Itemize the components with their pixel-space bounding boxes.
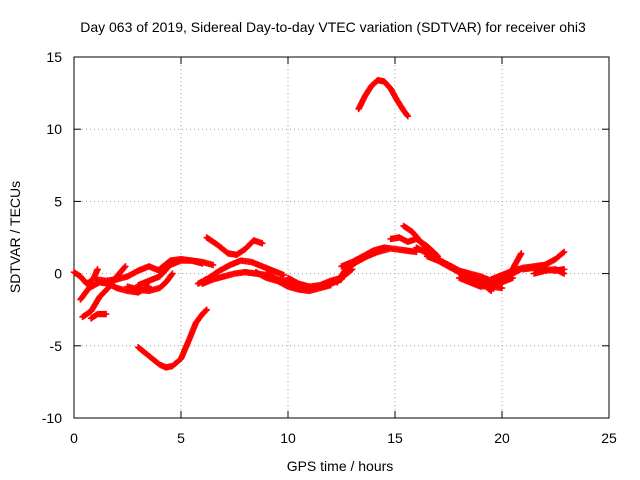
y-axis-label: SDTVAR / TECUs	[7, 181, 23, 293]
series-arc-10	[203, 234, 266, 259]
y-tick-label: -5	[50, 338, 63, 354]
chart-title: Day 063 of 2019, Sidereal Day-to-day VTE…	[80, 19, 586, 35]
data-point	[280, 271, 287, 279]
x-axis-label: GPS time / hours	[287, 458, 394, 474]
data-point	[102, 310, 110, 318]
data-point	[403, 111, 411, 119]
series-arc-17	[338, 244, 420, 270]
data-point	[560, 248, 568, 256]
x-tick-label: 5	[177, 430, 185, 446]
data-point	[169, 270, 176, 277]
axis-ticks: 0 5 10 15 20 25 -10 -5 0 5 10 15	[42, 49, 617, 446]
data-point	[168, 271, 175, 279]
x-tick-label: 20	[494, 430, 510, 446]
data-point	[94, 266, 101, 273]
data-point	[560, 270, 568, 277]
series-arc-9	[135, 306, 210, 371]
y-tick-label: 10	[46, 121, 62, 137]
y-tick-label: 0	[54, 266, 62, 282]
series-arc-18	[355, 76, 412, 120]
data-point	[488, 287, 495, 295]
y-tick-label: 5	[54, 193, 62, 209]
series-arc-6	[124, 270, 176, 295]
data-point	[498, 284, 506, 292]
plot-frame	[73, 56, 610, 419]
x-tick-label: 25	[601, 430, 617, 446]
series-arc-8	[156, 255, 217, 273]
data-point	[404, 113, 412, 120]
data-point	[209, 261, 217, 269]
series-arc-26	[505, 250, 525, 282]
y-tick-label: 15	[46, 49, 62, 65]
data-point	[559, 249, 567, 257]
series-arc-1	[70, 266, 101, 287]
y-tick-label: -10	[42, 410, 62, 426]
data-point	[122, 263, 129, 270]
x-tick-label: 10	[280, 430, 296, 446]
plot-border	[73, 56, 610, 419]
data-point	[121, 264, 128, 271]
series-arc-28	[530, 266, 568, 277]
x-tick-label: 0	[70, 430, 78, 446]
data-point	[518, 250, 525, 257]
data-point	[259, 240, 266, 247]
series-arc-11	[194, 257, 287, 287]
data-point	[203, 306, 210, 313]
data-points	[70, 76, 568, 371]
data-point	[202, 307, 209, 314]
x-tick-label: 15	[387, 430, 403, 446]
series-arc-3	[87, 310, 110, 322]
